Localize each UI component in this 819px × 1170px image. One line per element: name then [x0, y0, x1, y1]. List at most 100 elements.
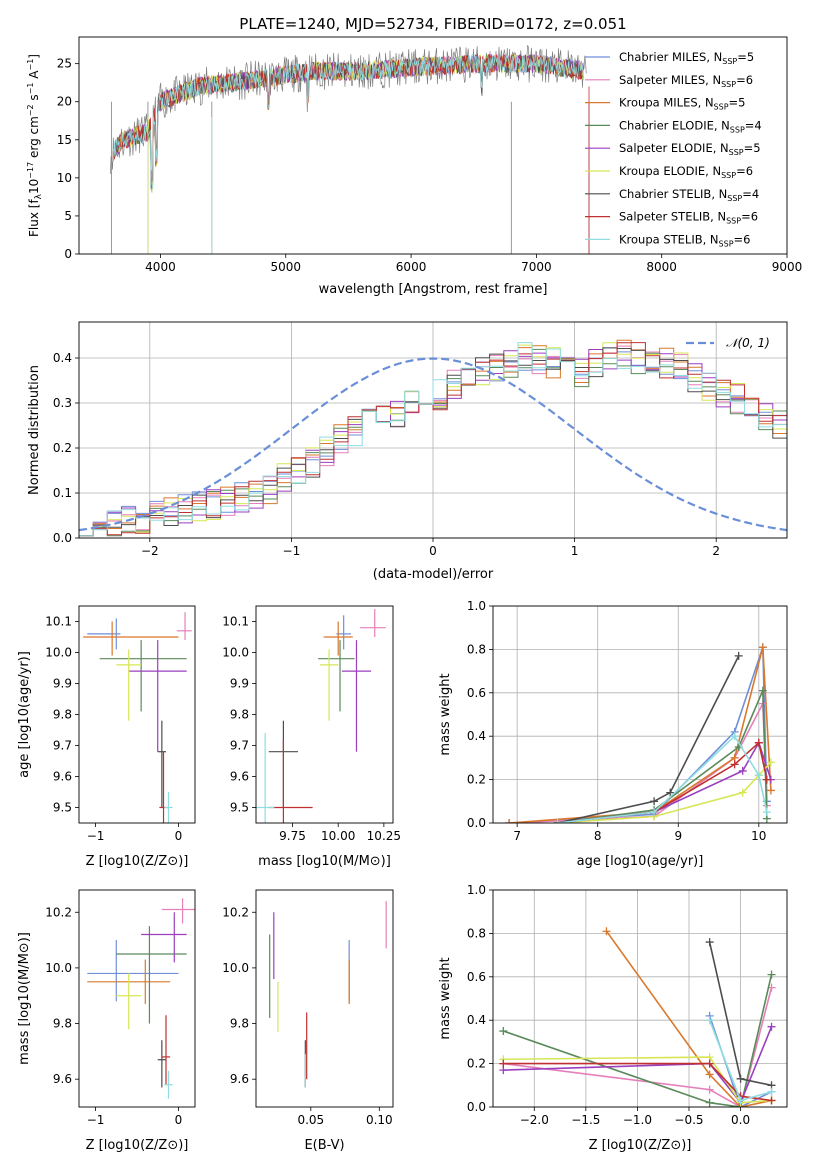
weight-marker [767, 1087, 776, 1096]
errorbar-point [336, 615, 351, 650]
histograms [79, 339, 787, 537]
y-tick-label: 10.0 [45, 646, 72, 660]
axes-frame [78, 321, 788, 539]
y-tick-label: 9.8 [230, 708, 249, 722]
errorbar-point [256, 733, 275, 823]
legend-entry: Kroupa MILES, NSSP=5 [619, 96, 745, 112]
legend-entry: Salpeter ELODIE, NSSP=5 [619, 141, 761, 157]
y-tick-label: 0 [64, 247, 72, 261]
y-axis-label: mass [log10(M/M⊙)] [17, 932, 32, 1065]
y-tick-label: 10.0 [222, 961, 249, 975]
errorbar-point [360, 609, 386, 637]
x-tick-label: 0.05 [297, 1113, 324, 1127]
y-tick-label: 0.2 [53, 441, 72, 455]
x-axis-label: E(B-V) [304, 1138, 344, 1153]
x-tick-label: 2 [712, 544, 720, 558]
y-tick-label: 10.1 [45, 615, 72, 629]
weight-marker [705, 1085, 714, 1094]
histogram-0 [79, 347, 787, 537]
axes-frame [78, 36, 788, 255]
spectrum-lines [109, 45, 590, 254]
errorbars [256, 609, 386, 823]
axes-frame [78, 889, 196, 1108]
x-tick-label: 4000 [145, 260, 176, 274]
spectrum-trace [112, 53, 584, 189]
x-tick-label: 1 [571, 544, 579, 558]
errorbars [87, 898, 195, 1099]
x-axis-label: age [log10(age/yr)] [577, 854, 704, 869]
y-tick-label: 1.0 [467, 883, 486, 897]
x-tick-label: 0 [175, 829, 183, 843]
x-tick-label: −0.5 [674, 1113, 703, 1127]
x-tick-label: 5000 [270, 260, 301, 274]
y-tick-label: 25 [57, 57, 72, 71]
x-tick-label: −1 [87, 1113, 105, 1127]
x-axis-label: (data-model)/error [373, 567, 494, 582]
panel-mass-vs-EBV: 0.05 0.10 9.6 9.8 10.0 10.2 E(B-V) [222, 889, 394, 1153]
weight-marker [705, 1059, 714, 1068]
y-tick-label: 5 [64, 209, 72, 223]
y-tick-label: 9.7 [53, 739, 72, 753]
weight-marker [736, 1096, 745, 1105]
x-axis-label: Z [log10(Z/Z⊙)] [86, 854, 189, 869]
y-tick-label: 10.1 [222, 615, 249, 629]
legend-entry: Chabrier ELODIE, NSSP=4 [619, 118, 762, 134]
y-tick-label: 9.6 [53, 1072, 72, 1086]
weight-marker [650, 808, 659, 817]
errorbar-point [157, 720, 166, 808]
weight-marker [602, 927, 611, 936]
x-tick-label: −2 [141, 544, 159, 558]
y-tick-label: 1.0 [467, 599, 486, 613]
histogram-1 [79, 345, 787, 537]
errorbar-point [83, 621, 179, 656]
errorbar-point [116, 973, 142, 1030]
errorbar-point [141, 912, 187, 963]
histogram-6 [79, 347, 787, 537]
errorbar-point [161, 1015, 171, 1085]
gaussian-reference-line [79, 357, 787, 532]
weight-marker [758, 686, 767, 695]
y-tick-label: 15 [57, 133, 72, 147]
legend: 𝒩(0, 1) [686, 336, 770, 350]
panel-spectrum: 4000 5000 6000 7000 8000 9000 0 5 10 15 20 25 wavele… [26, 36, 803, 297]
y-tick-label: 10 [57, 171, 72, 185]
y-tick-label: 0.6 [467, 970, 486, 984]
errorbar-point [164, 1070, 173, 1099]
errorbar-point [87, 940, 179, 1002]
errorbar-point [159, 751, 168, 823]
weight-marker [505, 819, 514, 823]
weight-marker [767, 970, 776, 979]
y-tick-label: 10.0 [45, 961, 72, 975]
plot-area-weight-vs-age [505, 643, 775, 823]
errorbar-point [157, 1040, 166, 1088]
weight-marker [730, 732, 739, 741]
errorbars [83, 612, 192, 823]
x-tick-label: 7000 [521, 260, 552, 274]
x-tick-label: 8000 [646, 260, 677, 274]
weight-marker [705, 1098, 714, 1107]
panel-age-vs-Z: −1 0 9.5 9.6 9.7 9.8 9.9 10.0 10.1 Z [log10(Z/Z⊙)… [17, 605, 196, 869]
y-tick-label: 9.6 [53, 770, 72, 784]
legend-entry: Chabrier MILES, NSSP=5 [619, 50, 754, 66]
weight-line-2 [605, 930, 772, 1107]
y-axis-label: Normed distribution [27, 365, 42, 495]
weight-line-4 [503, 1026, 773, 1105]
x-tick-label: 9000 [772, 260, 803, 274]
weight-marker [738, 788, 747, 797]
y-tick-label: 9.6 [230, 770, 249, 784]
legend: Chabrier MILES, NSSP=5 Salpeter MILES, NS… [585, 50, 762, 248]
errorbar-point [268, 739, 313, 823]
errorbar-point [116, 926, 187, 1024]
errorbar-point [164, 792, 173, 823]
legend-entry: Chabrier STELIB, NSSP=4 [619, 187, 759, 203]
x-axis-label: wavelength [Angstrom, rest frame] [319, 282, 548, 297]
weight-lines [499, 927, 776, 1107]
weight-line-7 [503, 1062, 772, 1102]
y-axis-label: mass weight [438, 957, 453, 1039]
errorbar-point [87, 618, 121, 650]
weight-marker [767, 1022, 776, 1031]
spectrum-trace [112, 54, 584, 189]
y-tick-label: 9.8 [230, 1017, 249, 1031]
weight-marker [754, 771, 763, 780]
